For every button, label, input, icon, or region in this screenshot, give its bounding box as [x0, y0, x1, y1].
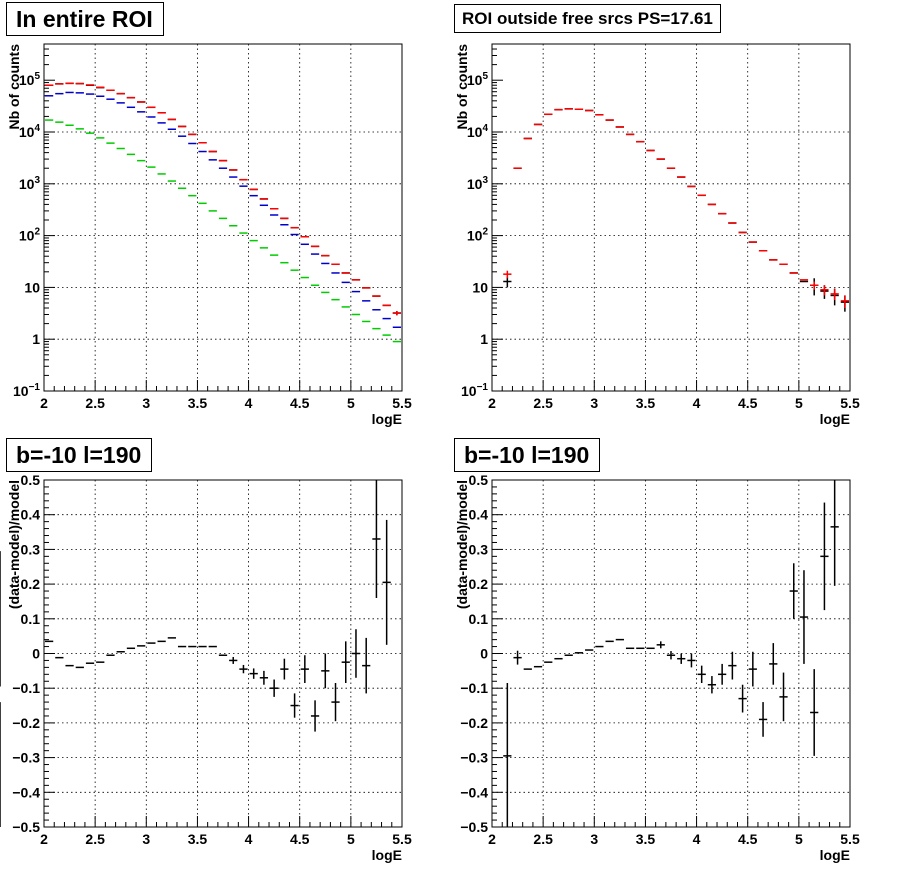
y-tick-label: 0	[32, 646, 40, 662]
y-tick-label: 104	[19, 123, 41, 140]
x-tick-label: 3.5	[636, 831, 656, 847]
y-tick-label: 10−1	[461, 382, 488, 399]
panel-title: In entire ROI	[6, 2, 164, 36]
x-tick-label: 3.5	[188, 395, 208, 411]
y-axis-label: Nb of counts	[454, 44, 470, 130]
y-tick-label: 10	[24, 279, 40, 295]
x-axis-label: logE	[820, 847, 850, 863]
y-axis-label: (data-model)/model	[6, 480, 22, 609]
data-series	[45, 91, 401, 329]
x-axis-label: logE	[820, 411, 850, 427]
y-tick-label: 0.1	[469, 611, 489, 627]
panel-title: b=-10 l=190	[6, 438, 153, 472]
y-tick-label: 10	[472, 279, 488, 295]
x-tick-label: 5	[795, 831, 803, 847]
data-series	[503, 108, 849, 309]
y-axis-label: Nb of counts	[6, 44, 22, 130]
y-tick-label: −0.5	[12, 819, 40, 835]
x-tick-label: 4.5	[738, 395, 758, 411]
chart-panel: 2 2.5 3 3.5 4 4.5 5 5.5 −0.5 −0.4 −0.3 −0.2 −0.1 0 0.1…	[0, 472, 412, 863]
y-tick-label: −0.1	[12, 680, 40, 696]
x-tick-label: 3	[142, 831, 150, 847]
y-tick-label: 0.2	[469, 576, 489, 592]
y-tick-label: −0.1	[460, 680, 488, 696]
x-tick-label: 5.5	[840, 831, 860, 847]
y-tick-label: 103	[467, 175, 489, 192]
y-tick-label: −0.4	[460, 784, 488, 800]
x-tick-label: 2	[40, 831, 48, 847]
y-tick-label: 105	[467, 71, 489, 88]
x-tick-label: 4.5	[290, 831, 310, 847]
x-tick-label: 5	[347, 831, 355, 847]
x-tick-label: 4.5	[738, 831, 758, 847]
y-tick-label: 0.3	[469, 541, 489, 557]
data-series	[0, 480, 391, 732]
y-tick-label: 0	[480, 646, 488, 662]
chart-panel: 2 2.5 3 3.5 4 4.5 5 5.5 −0.5 −0.4 −0.3 −0.2 −0.1 0 0.1…	[0, 472, 860, 863]
x-tick-label: 2	[488, 395, 496, 411]
x-axis-label: logE	[372, 847, 402, 863]
y-tick-label: 104	[467, 123, 489, 140]
x-tick-label: 2	[488, 831, 496, 847]
y-tick-label: −0.2	[460, 715, 488, 731]
plot-frame	[43, 479, 403, 828]
x-tick-label: 2.5	[533, 831, 553, 847]
y-tick-label: 1	[480, 331, 488, 347]
plot-frame	[43, 43, 403, 392]
y-tick-label: 102	[467, 227, 489, 244]
chart-panel: 2 2.5 3 3.5 4 4.5 5 5.5 10−1 1 10 102 103 104 105 logE N…	[6, 43, 412, 427]
panel-title: b=-10 l=190	[454, 438, 601, 472]
y-tick-label: 0.3	[21, 541, 41, 557]
x-tick-label: 2.5	[85, 831, 105, 847]
x-tick-label: 4	[693, 831, 701, 847]
data-series	[503, 108, 849, 312]
y-axis-label: (data-model)/model	[454, 480, 470, 609]
y-tick-label: 102	[19, 227, 41, 244]
x-tick-label: 4	[245, 831, 253, 847]
x-tick-label: 4	[245, 395, 253, 411]
y-tick-label: 1	[32, 331, 40, 347]
x-tick-label: 2.5	[85, 395, 105, 411]
y-tick-label: −0.5	[460, 819, 488, 835]
y-tick-label: 0.4	[21, 507, 41, 523]
x-tick-label: 5.5	[392, 831, 412, 847]
data-series	[0, 480, 839, 827]
y-tick-label: 0.5	[469, 472, 489, 488]
x-axis-label: logE	[372, 411, 402, 427]
x-tick-label: 3	[590, 395, 598, 411]
x-tick-label: 2	[40, 395, 48, 411]
x-tick-label: 4	[693, 395, 701, 411]
x-tick-label: 5.5	[840, 395, 860, 411]
plot-frame	[491, 43, 851, 392]
x-tick-label: 3.5	[188, 831, 208, 847]
x-tick-label: 2.5	[533, 395, 553, 411]
y-tick-label: 0.4	[469, 507, 489, 523]
y-tick-label: 0.1	[21, 611, 41, 627]
panel-title: ROI outside free srcs PS=17.61	[454, 4, 721, 33]
y-tick-label: −0.3	[12, 750, 40, 766]
y-tick-label: −0.3	[460, 750, 488, 766]
x-tick-label: 3	[590, 831, 598, 847]
x-tick-label: 5	[795, 395, 803, 411]
y-tick-label: 0.5	[21, 472, 41, 488]
y-tick-label: 0.2	[21, 576, 41, 592]
data-series	[45, 119, 401, 343]
y-tick-label: −0.4	[12, 784, 40, 800]
x-tick-label: 5.5	[392, 395, 412, 411]
x-tick-label: 5	[347, 395, 355, 411]
y-tick-label: 10−1	[13, 382, 40, 399]
x-tick-label: 4.5	[290, 395, 310, 411]
data-series	[45, 82, 401, 316]
x-tick-label: 3	[142, 395, 150, 411]
chart-panel: 2 2.5 3 3.5 4 4.5 5 5.5 10−1 1 10 102 103 104 105 logE N…	[454, 43, 860, 427]
y-tick-label: 105	[19, 71, 41, 88]
y-tick-label: 103	[19, 175, 41, 192]
y-tick-label: −0.2	[12, 715, 40, 731]
x-tick-label: 3.5	[636, 395, 656, 411]
data-series	[45, 82, 401, 316]
